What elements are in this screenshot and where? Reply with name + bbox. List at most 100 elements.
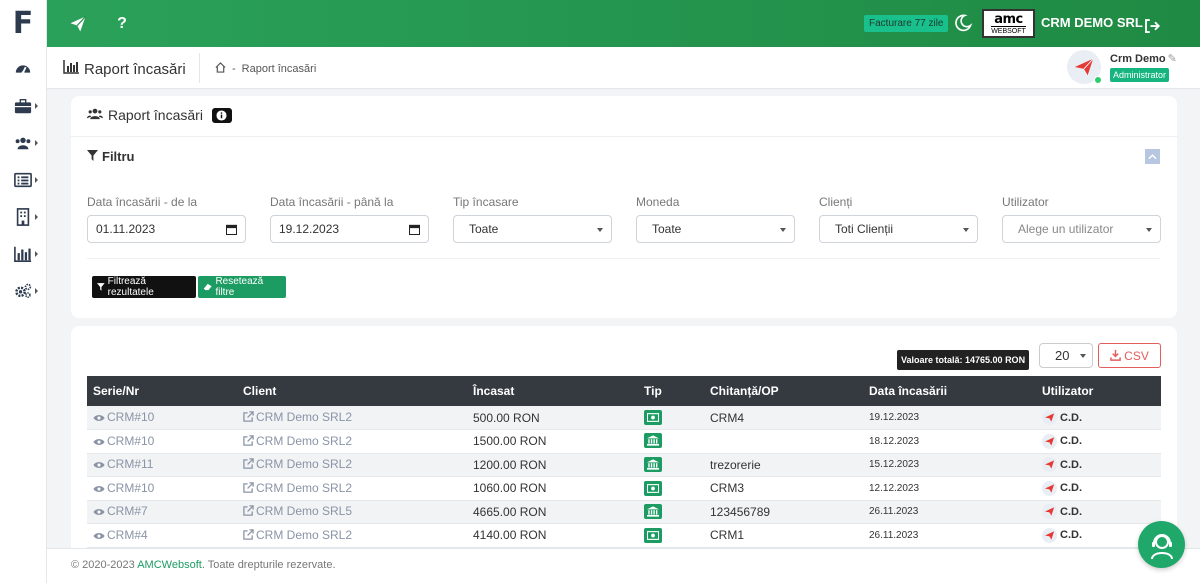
client-link[interactable]: CRM Demo SRL5: [243, 504, 352, 518]
caret-right-icon: [35, 250, 38, 257]
column-header[interactable]: Client: [237, 376, 467, 406]
user-avatar-icon: [1042, 527, 1057, 543]
cell-client[interactable]: CRM Demo SRL2: [237, 476, 467, 501]
table-row[interactable]: CRM#10 CRM Demo SRL2 500.00 RON CRM4 19.12.2…: [87, 406, 1161, 430]
reset-filters-button[interactable]: Resetează filtre: [198, 276, 286, 298]
select-input[interactable]: Toate: [453, 215, 612, 243]
calendar-icon[interactable]: [225, 224, 238, 238]
cell-receipt: CRM1: [704, 523, 863, 548]
footer: © 2020-2023 AMCWebsoft. Toate drepturile…: [47, 548, 1200, 583]
filter-field: Clienți Toti Clienții: [819, 195, 978, 243]
cell-user: C.D.: [1036, 429, 1161, 454]
user-avatar-icon: [1042, 457, 1057, 473]
paper-plane-icon[interactable]: [67, 13, 89, 35]
select-input[interactable]: Toate: [636, 215, 795, 243]
cell-serie[interactable]: CRM#7: [87, 500, 237, 524]
bar-chart-icon: [14, 245, 32, 263]
cell-client[interactable]: CRM Demo SRL2: [237, 406, 467, 430]
cell-serie[interactable]: CRM#11: [87, 453, 237, 477]
date-input[interactable]: 01.11.2023: [87, 215, 246, 243]
cell-client[interactable]: CRM Demo SRL5: [237, 500, 467, 524]
invoice-link[interactable]: CRM#11: [93, 457, 153, 471]
facturare-badge[interactable]: Facturare 77 zile: [864, 15, 949, 32]
cell-serie[interactable]: CRM#10: [87, 406, 237, 430]
sidebar-item-list[interactable]: [0, 161, 46, 198]
client-link[interactable]: CRM Demo SRL2: [243, 481, 352, 495]
table-row[interactable]: CRM#10 CRM Demo SRL2 1060.00 RON CRM3 12.12.…: [87, 476, 1161, 501]
cell-client[interactable]: CRM Demo SRL2: [237, 429, 467, 454]
client-link[interactable]: CRM Demo SRL2: [243, 410, 352, 424]
user-initials: C.D.: [1060, 505, 1082, 518]
table-row[interactable]: CRM#7 CRM Demo SRL5 4665.00 RON 123456789 26…: [87, 500, 1161, 524]
invoice-link[interactable]: CRM#7: [93, 504, 148, 518]
invoice-link[interactable]: CRM#10: [93, 410, 154, 424]
sidebar-item-dashboard[interactable]: [0, 50, 46, 87]
edit-icon[interactable]: ✎: [1167, 53, 1177, 65]
footer-text: © 2020-2023 AMCWebsoft. Toate drepturile…: [71, 559, 336, 571]
column-header[interactable]: Tip: [638, 376, 704, 406]
filter-field-label: Utilizator: [1002, 195, 1049, 209]
moon-icon[interactable]: [952, 12, 974, 34]
cell-serie[interactable]: CRM#10: [87, 476, 237, 501]
client-link[interactable]: CRM Demo SRL2: [243, 434, 352, 448]
cell-serie[interactable]: CRM#4: [87, 523, 237, 548]
collapse-button[interactable]: [1145, 149, 1160, 164]
app-logo[interactable]: F: [12, 6, 34, 41]
support-chat-button[interactable]: [1138, 521, 1185, 568]
filter-icon: [87, 149, 98, 164]
caret-right-icon: [35, 139, 38, 146]
cell-amount: 1200.00 RON: [467, 453, 638, 477]
invoice-link[interactable]: CRM#10: [93, 481, 154, 495]
cell-user: C.D.: [1036, 453, 1161, 477]
sidebar-item-building[interactable]: [0, 198, 46, 235]
invoice-link[interactable]: CRM#10: [93, 434, 154, 448]
footer-rights: . Toate drepturile rezervate.: [201, 559, 336, 571]
date-input[interactable]: 19.12.2023: [270, 215, 429, 243]
cell-receipt: [704, 429, 863, 454]
user-initials: C.D.: [1060, 482, 1082, 495]
calendar-icon[interactable]: [408, 224, 421, 238]
column-header[interactable]: Serie/Nr: [87, 376, 237, 406]
footer-brand-link[interactable]: AMCWebsoft: [137, 559, 202, 571]
divider: [199, 53, 200, 83]
user-name[interactable]: Crm Demo ✎: [1110, 52, 1177, 65]
eye-icon: [93, 505, 105, 519]
column-header[interactable]: Utilizator: [1036, 376, 1161, 406]
select-input[interactable]: Toti Clienții: [819, 215, 978, 243]
cell-client[interactable]: CRM Demo SRL2: [237, 453, 467, 477]
eye-icon: [93, 458, 105, 472]
per-page-select[interactable]: 20: [1039, 343, 1093, 368]
cell-serie[interactable]: CRM#10: [87, 429, 237, 454]
invoice-link[interactable]: CRM#4: [93, 528, 148, 542]
help-icon[interactable]: ?: [117, 14, 127, 32]
column-header[interactable]: Încasat: [467, 376, 638, 406]
client-link[interactable]: CRM Demo SRL2: [243, 528, 352, 542]
column-header[interactable]: Chitanță/OP: [704, 376, 863, 406]
table-row[interactable]: CRM#11 CRM Demo SRL2 1200.00 RON trezorerie…: [87, 453, 1161, 477]
csv-export-button[interactable]: CSV: [1098, 343, 1161, 368]
client-link[interactable]: CRM Demo SRL2: [243, 457, 352, 471]
client-name: CRM Demo SRL2: [256, 457, 353, 472]
report-title: Raport încasări: [87, 107, 232, 123]
company-logo: amc WEBSOFT: [982, 9, 1035, 38]
column-header[interactable]: Data încasării: [863, 376, 1036, 406]
breadcrumb: - Raport încasări: [215, 62, 316, 76]
filter-results-button[interactable]: Filtrează rezultatele: [92, 276, 196, 298]
table-row[interactable]: CRM#10 CRM Demo SRL2 1500.00 RON 18.12.2023…: [87, 429, 1161, 454]
sidebar-item-users[interactable]: [0, 124, 46, 161]
field-value: Toti Clienții: [835, 222, 894, 236]
cell-user: C.D.: [1036, 523, 1161, 548]
select-input[interactable]: Alege un utilizator: [1002, 215, 1161, 243]
cell-client[interactable]: CRM Demo SRL2: [237, 523, 467, 548]
info-icon[interactable]: [211, 107, 232, 123]
logout-icon[interactable]: [1141, 15, 1163, 37]
table-row[interactable]: CRM#4 CRM Demo SRL2 4140.00 RON CRM1 26.11.2…: [87, 523, 1161, 548]
sidebar-item-cogs[interactable]: [0, 272, 46, 309]
sidebar-item-briefcase[interactable]: [0, 87, 46, 124]
invoice-number: CRM#4: [107, 527, 148, 542]
company-name[interactable]: CRM DEMO SRL: [1041, 15, 1143, 30]
avatar[interactable]: [1067, 50, 1102, 84]
sidebar-item-bar-chart[interactable]: [0, 235, 46, 272]
divider: [87, 258, 1160, 259]
home-icon[interactable]: [215, 62, 226, 76]
